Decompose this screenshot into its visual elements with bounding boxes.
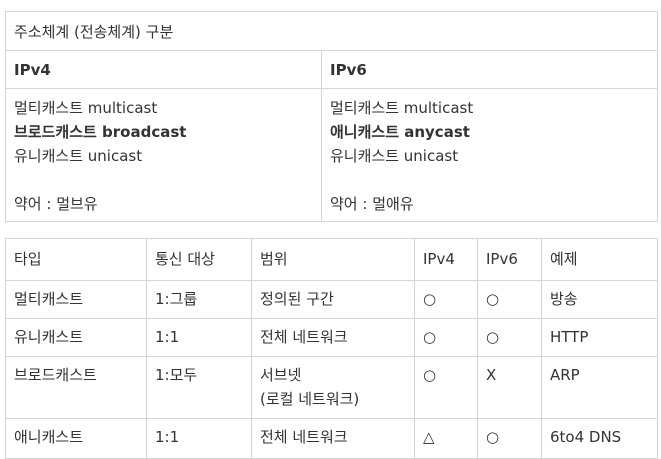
cell-ipv4: ○: [414, 318, 478, 357]
ipv6-header: IPv6: [321, 50, 658, 89]
cell-example: HTTP: [541, 318, 658, 357]
cell-ipv4: ○: [414, 356, 478, 419]
table-row: 브로드캐스트 1:모두 서브넷 (로컬 네트워크) ○ X ARP: [5, 356, 658, 419]
table-row: 멀티캐스트 1:그룹 정의된 구간 ○ ○ 방송: [5, 280, 658, 319]
cell-type: 브로드캐스트: [5, 356, 147, 419]
cell-target: 1:1: [146, 418, 252, 459]
header-scope: 범위: [251, 238, 415, 281]
ipv6-cast-list: 멀티캐스트 multicast 애니캐스트 anycast 유니캐스트 unic…: [321, 88, 658, 222]
header-target: 통신 대상: [146, 238, 252, 281]
table-title: 주소체계 (전송체계) 구분: [5, 11, 658, 51]
header-example: 예제: [541, 238, 658, 281]
cell-ipv4: ○: [414, 280, 478, 319]
cell-ipv6: X: [477, 356, 542, 419]
ipv6-anycast: 애니캐스트 anycast: [330, 123, 470, 141]
cell-target: 1:1: [146, 318, 252, 357]
cell-scope: 정의된 구간: [251, 280, 415, 319]
header-ipv6: IPv6: [477, 238, 542, 281]
ipv4-header: IPv4: [5, 50, 322, 89]
ipv4-abbrev: 약어 : 멀브유: [14, 195, 98, 213]
cell-ipv6: ○: [477, 418, 542, 459]
cell-scope: 전체 네트워크: [251, 318, 415, 357]
address-scheme-table: 주소체계 (전송체계) 구분 IPv4 IPv6 멀티캐스트 multicast…: [5, 11, 658, 222]
ipv4-broadcast: 브로드캐스트 broadcast: [14, 123, 187, 141]
cell-type: 애니캐스트: [5, 418, 147, 459]
cell-scope-line1: 서브넷: [260, 366, 302, 384]
header-ipv4: IPv4: [414, 238, 478, 281]
cell-ipv6: ○: [477, 280, 542, 319]
header-type: 타입: [5, 238, 147, 281]
cast-comparison-table: 타입 통신 대상 범위 IPv4 IPv6 예제 멀티캐스트 1:그룹 정의된 …: [5, 238, 658, 459]
table-row: 애니캐스트 1:1 전체 네트워크 △ ○ 6to4 DNS: [5, 418, 658, 459]
cell-type: 멀티캐스트: [5, 280, 147, 319]
cell-scope: 전체 네트워크: [251, 418, 415, 459]
table-header-row: 타입 통신 대상 범위 IPv4 IPv6 예제: [5, 238, 658, 281]
ipv6-multicast: 멀티캐스트 multicast: [330, 99, 474, 117]
cell-ipv4: △: [414, 418, 478, 459]
cell-example: 방송: [541, 280, 658, 319]
cell-target: 1:그룹: [146, 280, 252, 319]
cell-scope-line2: (로컬 네트워크): [260, 390, 360, 408]
cell-example: ARP: [541, 356, 658, 419]
cell-target: 1:모두: [146, 356, 252, 419]
ipv4-unicast: 유니캐스트 unicast: [14, 147, 143, 165]
table-row: 유니캐스트 1:1 전체 네트워크 ○ ○ HTTP: [5, 318, 658, 357]
ipv6-unicast: 유니캐스트 unicast: [330, 147, 459, 165]
ipv4-cast-list: 멀티캐스트 multicast 브로드캐스트 broadcast 유니캐스트 u…: [5, 88, 322, 222]
ipv6-abbrev: 약어 : 멀애유: [330, 195, 414, 213]
ipv4-multicast: 멀티캐스트 multicast: [14, 99, 158, 117]
cell-type: 유니캐스트: [5, 318, 147, 357]
cell-scope: 서브넷 (로컬 네트워크): [251, 356, 415, 419]
cell-ipv6: ○: [477, 318, 542, 357]
cell-example: 6to4 DNS: [541, 418, 658, 459]
